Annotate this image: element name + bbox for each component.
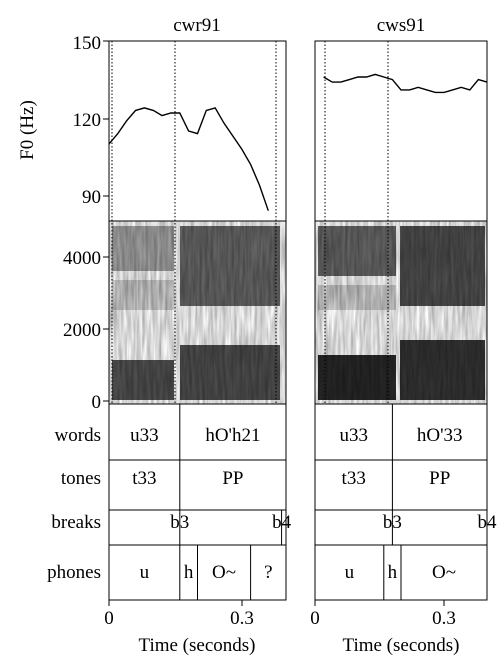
freq-tick-0: 0: [92, 392, 102, 413]
words-segment-label: hO'h21: [205, 425, 260, 446]
f0-plot-frame-left: [108, 40, 287, 222]
freq-tick-2000: 2000: [63, 320, 101, 341]
break-label: b3: [170, 512, 189, 533]
tier-label-phones: phones: [47, 562, 101, 583]
f0-tick-150: 150: [73, 33, 102, 54]
spectrogram-right: [315, 221, 487, 404]
words-segment-label: u33: [339, 425, 368, 446]
phones-segment-label: u: [140, 562, 150, 583]
phones-segment-label: O~: [432, 562, 456, 583]
spectrogram-left: [109, 221, 286, 404]
time-tick-0.3-right: 0.3: [432, 608, 456, 629]
f0-axis-label: F0 (Hz): [17, 100, 38, 160]
freq-tick-4000: 4000: [63, 248, 101, 269]
phones-segment-label: h: [184, 562, 194, 583]
f0-tick-90: 90: [82, 187, 101, 208]
f0-plot-frame-right: [314, 40, 488, 222]
tones-segment-label: PP: [429, 468, 450, 489]
break-label: b4: [478, 512, 498, 533]
tones-segment-label: PP: [222, 468, 243, 489]
tier-label-breaks: breaks: [51, 512, 101, 533]
tier-label-words: words: [55, 425, 101, 446]
words-segment-label: u33: [130, 425, 159, 446]
f0-contour-cws91: [323, 73, 488, 94]
time-tick-0-left: 0: [104, 608, 114, 629]
tones-segment-label: t33: [342, 468, 366, 489]
time-axis-label-right: Time (seconds): [343, 635, 460, 656]
break-label: b3: [383, 512, 402, 533]
phones-segment-label: O~: [212, 562, 236, 583]
tones-segment-label: t33: [132, 468, 156, 489]
panel-title-cwr91: cwr91: [173, 15, 220, 36]
tier-breaks-frame-left: [108, 509, 287, 546]
phones-segment-label: ?: [264, 562, 272, 583]
words-segment-label: hO'33: [417, 425, 463, 446]
phones-segment-label: u: [345, 562, 355, 583]
phones-segment-label: h: [388, 562, 398, 583]
f0-tick-120: 120: [73, 110, 102, 131]
tier-label-tones: tones: [61, 468, 101, 489]
panel-title-cws91: cws91: [377, 15, 426, 36]
f0-contour-cwr91: [108, 107, 269, 211]
time-axis-label-left: Time (seconds): [139, 635, 256, 656]
time-tick-0.3-left: 0.3: [230, 608, 254, 629]
time-tick-0-right: 0: [310, 608, 320, 629]
break-label: b4: [272, 512, 292, 533]
